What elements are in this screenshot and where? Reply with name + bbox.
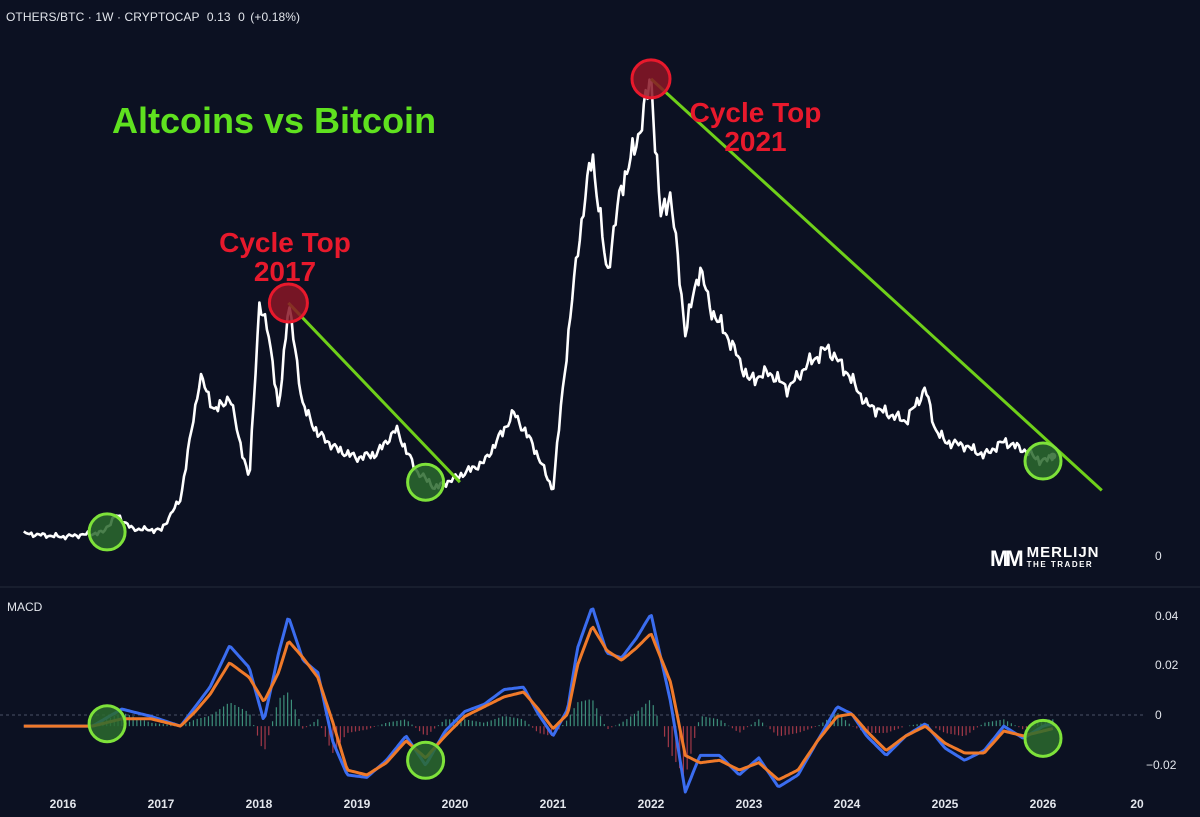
cycle-top-2021-line1: Cycle Top	[689, 97, 822, 128]
downtrend-line-1	[287, 301, 461, 484]
signal-line	[23, 625, 1054, 781]
price-bottom-marker-3	[87, 512, 127, 552]
price-line	[22, 78, 1054, 541]
cycle-top-2021-line2: 2021	[724, 126, 787, 157]
downtrend-line-2	[649, 77, 1103, 492]
logo-mark-icon: MM	[990, 546, 1024, 571]
price-y-tick: 0	[1155, 549, 1162, 563]
timeframe[interactable]: 1W	[95, 10, 114, 24]
exchange-name: CRYPTOCAP	[124, 10, 200, 24]
logo-line1: MERLIJN	[1026, 544, 1100, 561]
macd-pane-label[interactable]: MACD	[7, 600, 43, 614]
x-tick: 2016	[49, 797, 77, 811]
price-bottom-marker-5	[1023, 441, 1063, 481]
price-pane	[22, 58, 1103, 552]
price-cycle-top-marker-2	[630, 58, 672, 100]
price-change-percent: (+0.18%)	[250, 10, 301, 24]
macd-y-tick: 0	[1155, 708, 1162, 722]
x-tick: 2019	[343, 797, 371, 811]
macd-bottom-marker-2	[406, 740, 446, 780]
cycle-top-2017-line2: 2017	[253, 256, 317, 287]
last-price: 0.13	[206, 10, 231, 24]
logo-line2: THE TRADER	[1026, 560, 1094, 569]
price-cycle-top-marker-1	[267, 282, 309, 324]
symbol-header[interactable]: OTHERS/BTC · 1W · CRYPTOCAP 0.13 0 (+0.1…	[6, 10, 300, 24]
x-tick: 2023	[735, 797, 763, 811]
macd-y-tick: −0.02	[1146, 758, 1177, 772]
x-tick: 2024	[833, 797, 861, 811]
header-separator-2: ·	[113, 10, 125, 24]
x-tick: 2020	[441, 797, 469, 811]
header-separator-1: ·	[84, 10, 96, 24]
x-tick: 20	[1130, 797, 1144, 811]
price-change: 0	[238, 10, 245, 24]
x-tick: 2026	[1029, 797, 1057, 811]
macd-bottom-marker-1	[87, 704, 127, 744]
macd-pane	[23, 607, 1063, 794]
x-tick: 2021	[539, 797, 567, 811]
x-tick: 2017	[147, 797, 175, 811]
cycle-top-2017-annotation: Cycle Top 2017	[215, 228, 355, 286]
x-tick: 2018	[245, 797, 273, 811]
chart-title: Altcoins vs Bitcoin	[112, 100, 437, 141]
macd-y-tick: 0.04	[1155, 609, 1179, 623]
macd-line	[23, 607, 1054, 794]
symbol-name[interactable]: OTHERS/BTC	[6, 10, 85, 24]
merlijn-logo: MM MERLIJN THE TRADER	[990, 544, 1100, 572]
cycle-top-2021-annotation: Cycle Top 2021	[683, 98, 828, 156]
cycle-top-2017-line1: Cycle Top	[219, 227, 351, 258]
macd-y-tick: 0.02	[1155, 658, 1179, 672]
x-tick: 2022	[637, 797, 665, 811]
x-tick: 2025	[931, 797, 959, 811]
macd-bottom-marker-3	[1023, 718, 1063, 758]
price-bottom-marker-4	[406, 462, 446, 502]
